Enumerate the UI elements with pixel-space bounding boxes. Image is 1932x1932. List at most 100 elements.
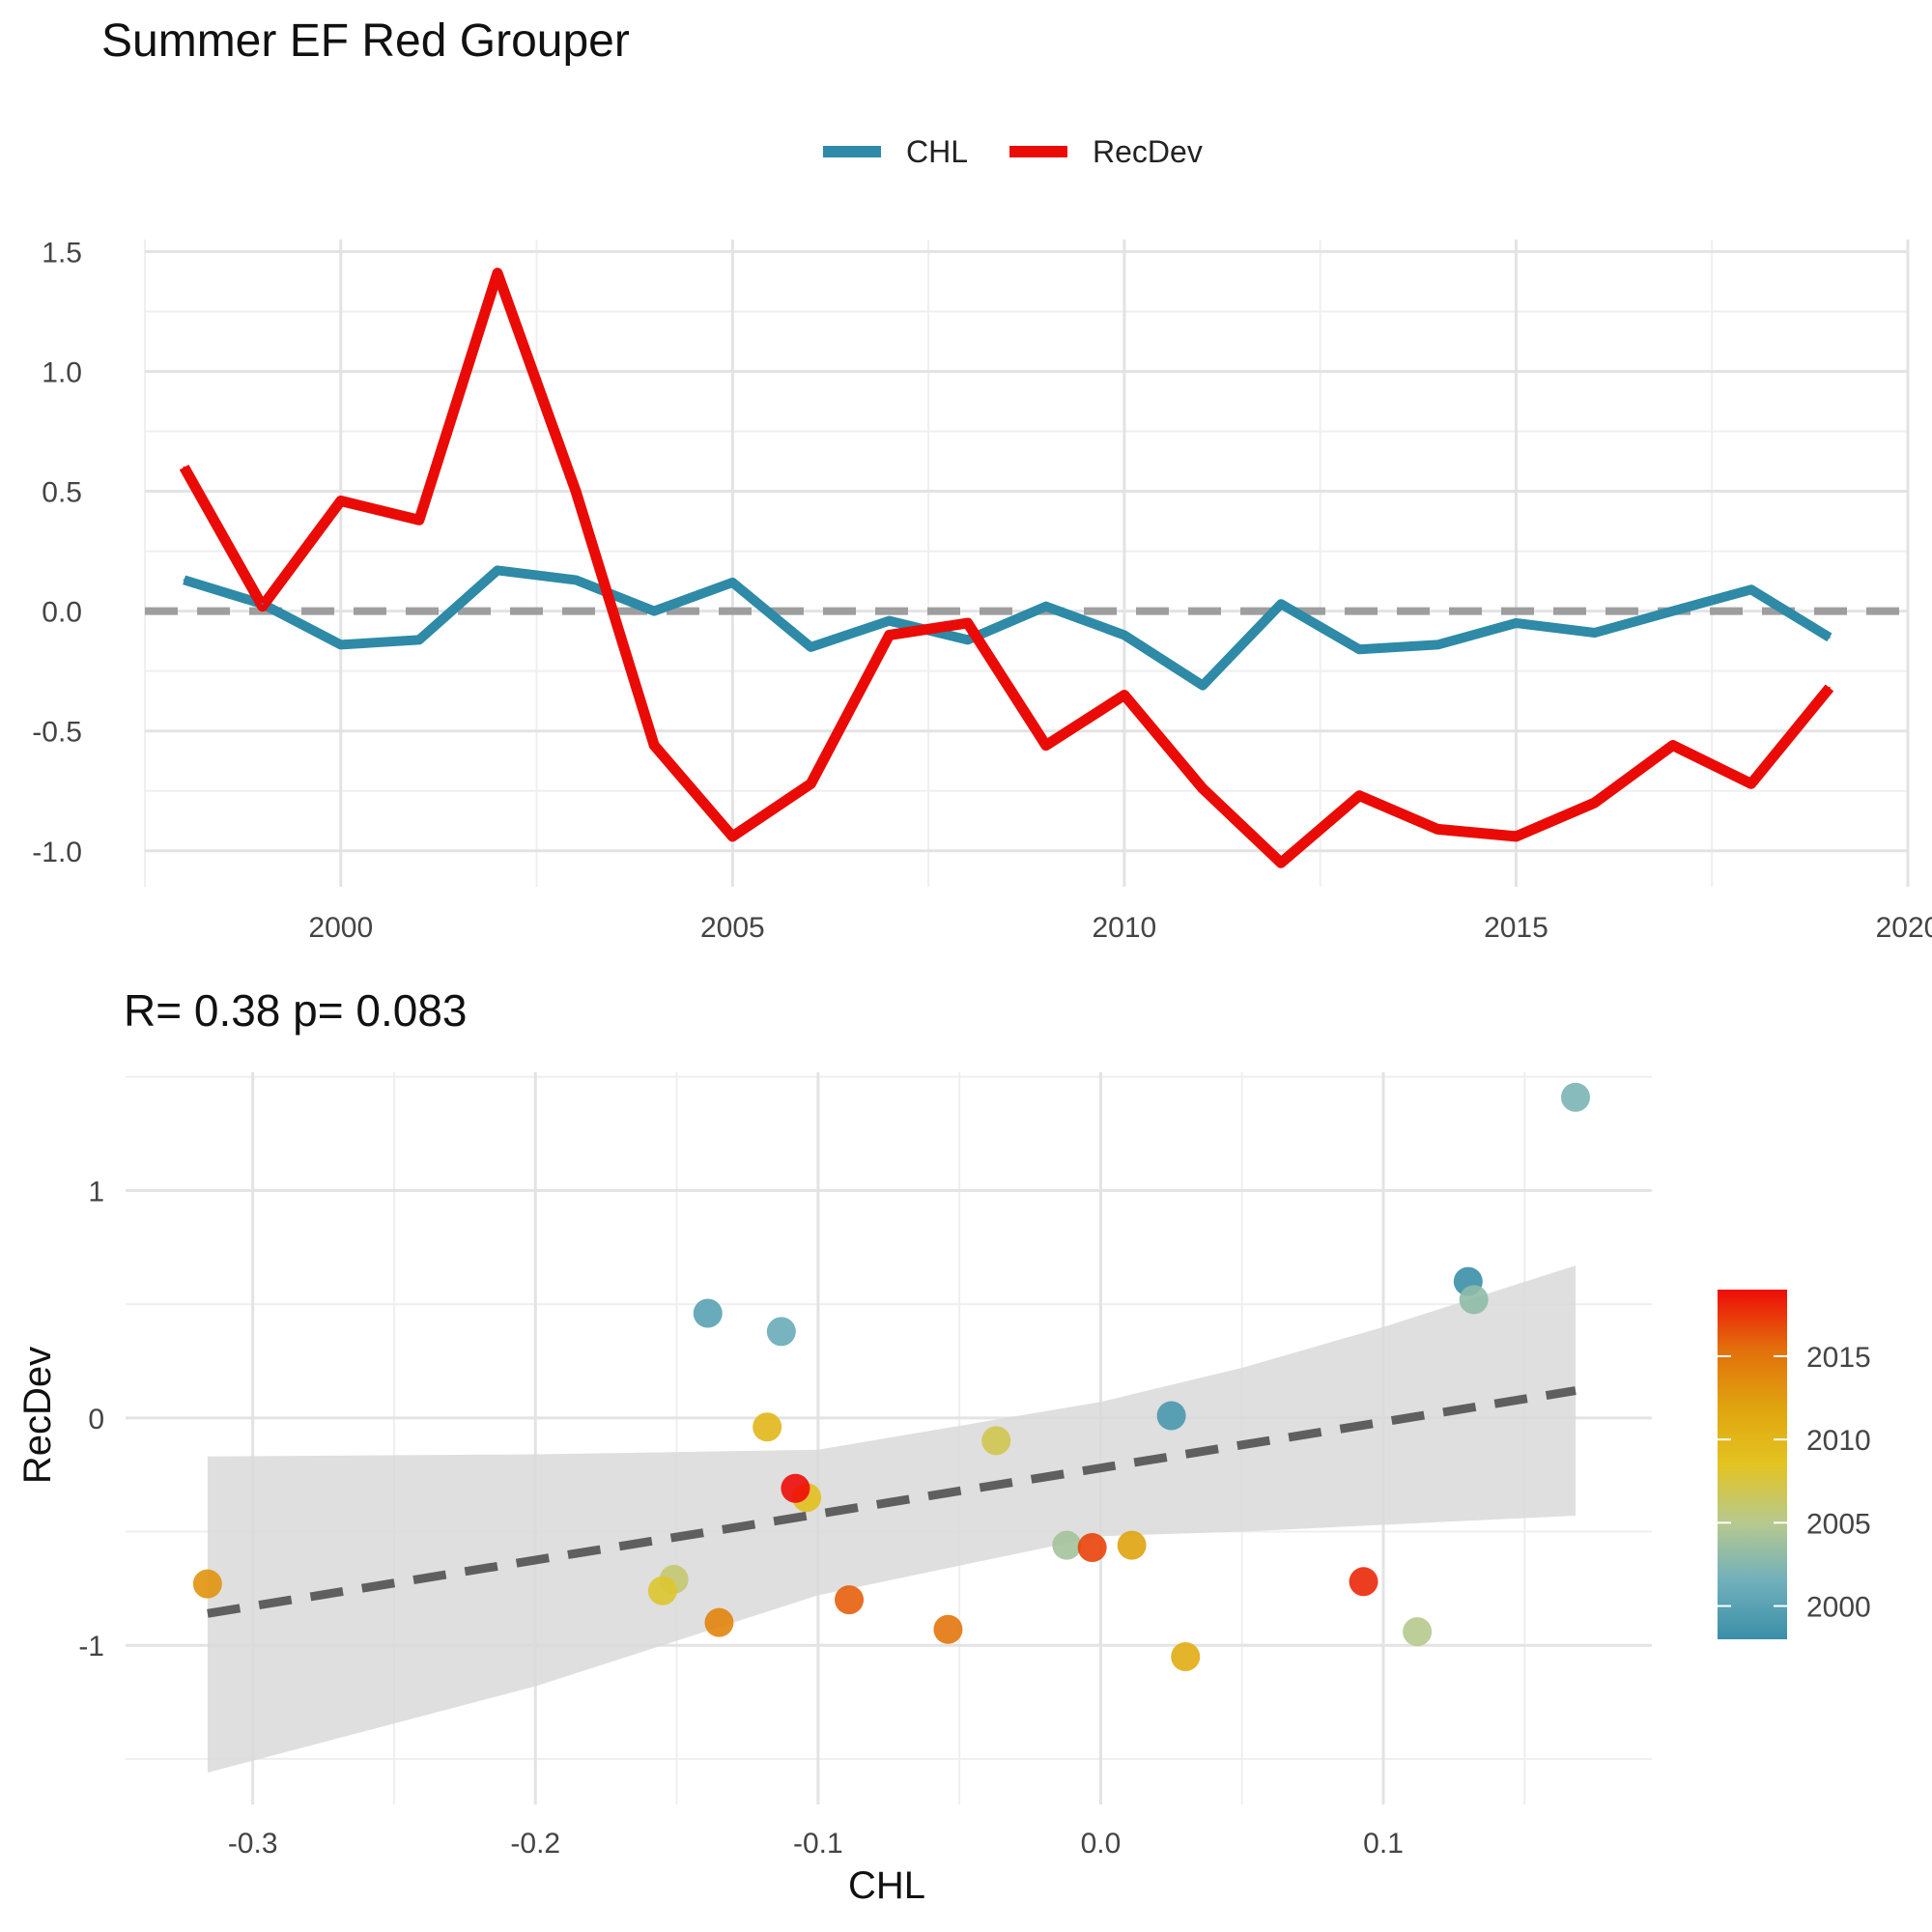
colorbar-tick-label: 2000 xyxy=(1806,1592,1871,1624)
scatter-point xyxy=(1052,1530,1082,1560)
scatter-point xyxy=(766,1317,796,1347)
x-tick-label: 2015 xyxy=(1484,912,1548,944)
scatter-point xyxy=(933,1614,963,1644)
series-point-chl xyxy=(810,645,812,648)
series-point-chl xyxy=(1122,634,1125,637)
series-point-recdev xyxy=(1358,794,1361,797)
x-tick-label: 0.1 xyxy=(1363,1828,1404,1860)
line-legend: CHL RecDev xyxy=(823,134,1203,169)
scatter-points xyxy=(192,1082,1590,1671)
colorbar-tick-label: 2005 xyxy=(1806,1508,1871,1540)
scatter-point xyxy=(647,1576,677,1605)
scatter-point xyxy=(1077,1532,1107,1562)
scatter-point xyxy=(192,1569,222,1599)
series-point-recdev xyxy=(1671,744,1674,747)
x-axis-label: CHL xyxy=(848,1864,925,1907)
legend-label-recdev: RecDev xyxy=(1093,134,1203,169)
scatter-panel: 1 0 -1 -0.3 -0.2 -0.1 0.0 0.1 CHL RecDev xyxy=(16,1072,1652,1907)
timeseries-y-ticks: 1.5 1.0 0.5 0.0 -0.5 -1.0 xyxy=(32,237,82,867)
colorbar-tick-label: 2010 xyxy=(1806,1425,1871,1457)
series-point-recdev xyxy=(261,605,264,608)
series-point-chl xyxy=(1436,643,1439,646)
series-point-recdev xyxy=(575,490,578,493)
series-point-chl xyxy=(1358,648,1361,651)
series-point-recdev xyxy=(966,622,969,625)
scatter-point xyxy=(1349,1567,1378,1597)
x-tick-label: 2000 xyxy=(308,912,373,944)
year-colorbar: 2015 2010 2005 2000 xyxy=(1718,1290,1871,1639)
series-point-chl xyxy=(1671,610,1674,612)
figure-title: Summer EF Red Grouper xyxy=(101,15,630,67)
series-point-recdev xyxy=(1280,862,1283,865)
series-point-recdev xyxy=(1044,744,1047,747)
y-tick-label: 0 xyxy=(88,1404,104,1435)
series-point-recdev xyxy=(653,744,656,747)
series-point-chl xyxy=(1749,588,1752,591)
series-line-recdev xyxy=(179,268,1834,868)
x-tick-label: 0.0 xyxy=(1081,1828,1122,1860)
x-tick-label: -0.2 xyxy=(510,1828,560,1860)
series-point-recdev xyxy=(1515,835,1518,838)
y-tick-label: 1 xyxy=(88,1176,104,1208)
timeseries-grid xyxy=(144,240,1910,887)
series-point-chl xyxy=(966,639,969,641)
series-point-chl xyxy=(417,639,420,641)
colorbar-ticks: 2015 2010 2005 2000 xyxy=(1718,1342,1871,1624)
legend-swatch-chl xyxy=(823,146,881,157)
y-tick-label: 0.5 xyxy=(42,477,82,509)
series-point-recdev xyxy=(339,499,342,502)
series-point-recdev xyxy=(731,835,734,838)
series-point-chl xyxy=(497,569,498,572)
series-point-recdev xyxy=(888,634,891,637)
series-point-chl xyxy=(731,581,734,583)
y-tick-label: -1 xyxy=(78,1631,104,1662)
scatter-point xyxy=(693,1298,723,1328)
scatter-x-ticks: -0.3 -0.2 -0.1 0.0 0.1 xyxy=(228,1828,1404,1860)
series-line-chl xyxy=(183,565,1833,691)
series-point-recdev xyxy=(183,466,185,469)
legend-swatch-recdev xyxy=(1009,146,1067,157)
scatter-point xyxy=(704,1607,734,1637)
series-point-chl xyxy=(1593,631,1596,634)
x-tick-label: -0.1 xyxy=(793,1828,843,1860)
scatter-point xyxy=(1459,1285,1489,1315)
series-point-chl xyxy=(1202,684,1204,687)
regression-line xyxy=(207,1386,1577,1618)
series-point-recdev xyxy=(417,519,420,522)
scatter-point xyxy=(781,1473,810,1503)
scatter-point xyxy=(1156,1401,1186,1431)
scatter-point xyxy=(1403,1617,1433,1647)
series-point-chl xyxy=(1515,622,1518,625)
scatter-point xyxy=(835,1585,865,1615)
series-point-recdev xyxy=(497,271,498,274)
scatter-point xyxy=(981,1426,1011,1456)
y-axis-label: RecDev xyxy=(16,1347,59,1484)
series-point-chl xyxy=(888,619,891,622)
x-tick-label: 2010 xyxy=(1093,912,1157,944)
series-point-recdev xyxy=(1436,828,1439,831)
y-tick-label: -0.5 xyxy=(32,717,82,749)
y-tick-label: -1.0 xyxy=(32,837,82,868)
series-point-chl xyxy=(339,643,342,646)
series-point-chl xyxy=(1044,605,1047,608)
series-point-recdev xyxy=(1202,787,1204,790)
x-tick-label: 2020 xyxy=(1876,912,1932,944)
series-point-recdev xyxy=(1593,802,1596,805)
colorbar-tick-label: 2015 xyxy=(1806,1342,1871,1374)
y-tick-label: 1.0 xyxy=(42,356,82,388)
y-tick-label: 0.0 xyxy=(42,597,82,629)
x-tick-label: 2005 xyxy=(700,912,765,944)
series-point-recdev xyxy=(1749,782,1752,785)
series-point-recdev xyxy=(810,782,812,785)
scatter-point xyxy=(1171,1641,1201,1671)
series-point-recdev xyxy=(1828,687,1831,690)
scatter-point xyxy=(753,1412,782,1442)
series-point-chl xyxy=(1280,603,1283,606)
series-point-chl xyxy=(183,579,185,582)
y-tick-label: 1.5 xyxy=(42,237,82,269)
scatter-y-ticks: 1 0 -1 xyxy=(78,1176,104,1662)
x-tick-label: -0.3 xyxy=(228,1828,278,1860)
legend-label-chl: CHL xyxy=(906,134,968,169)
timeseries-x-ticks: 2000 2005 2010 2015 2020 xyxy=(308,912,1932,944)
series-point-chl xyxy=(575,579,578,582)
